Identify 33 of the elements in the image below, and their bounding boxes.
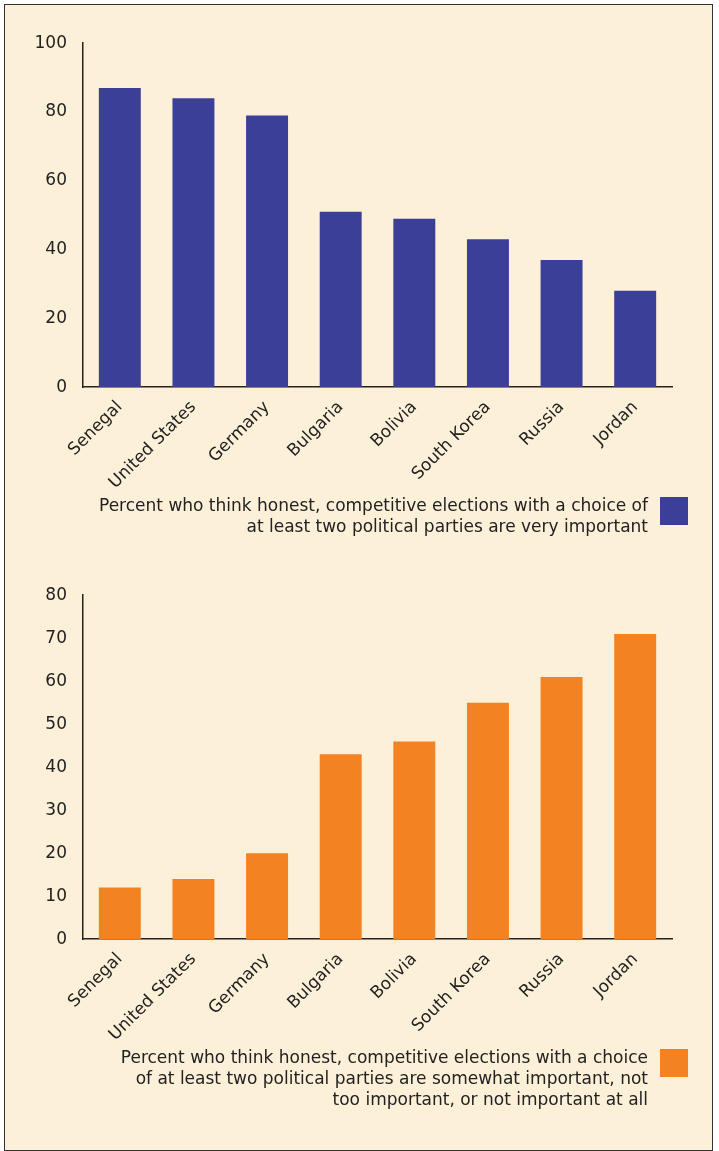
y-tick-label: 10	[45, 884, 67, 905]
y-tick-label: 80	[45, 583, 67, 604]
bar	[246, 115, 289, 388]
bar	[540, 259, 583, 388]
legend-label: Percent who think honest, competitive elections with a choice of at least two political parties are somewhat important, not too important, or not important at all	[119, 1047, 648, 1110]
bar	[393, 741, 436, 940]
y-tick-label: 30	[45, 798, 67, 819]
y-tick-label: 70	[45, 626, 67, 647]
y-tick-label: 0	[56, 375, 67, 396]
y-tick-label: 40	[45, 238, 67, 259]
legend-label: Percent who think honest, competitive elections with a choice of at least two political parties are very important	[98, 495, 648, 537]
y-tick-label: 60	[45, 669, 67, 690]
bar	[98, 887, 141, 940]
y-tick-label: 80	[45, 100, 67, 121]
bar	[172, 878, 215, 940]
bar	[172, 98, 215, 388]
y-tick-label: 40	[45, 755, 67, 776]
bar	[466, 239, 509, 388]
bar	[540, 676, 583, 940]
bar	[614, 633, 657, 940]
bar	[466, 702, 509, 940]
y-tick-label: 20	[45, 306, 67, 327]
y-tick-label: 60	[45, 169, 67, 190]
y-tick-label: 100	[34, 31, 67, 52]
bar	[614, 290, 657, 388]
bar	[98, 87, 141, 388]
y-tick-label: 0	[56, 927, 67, 948]
bar	[319, 211, 362, 388]
bar	[319, 754, 362, 940]
y-tick-label: 20	[45, 841, 67, 862]
bar	[246, 853, 289, 940]
bar	[393, 218, 436, 388]
y-tick-label: 50	[45, 712, 67, 733]
